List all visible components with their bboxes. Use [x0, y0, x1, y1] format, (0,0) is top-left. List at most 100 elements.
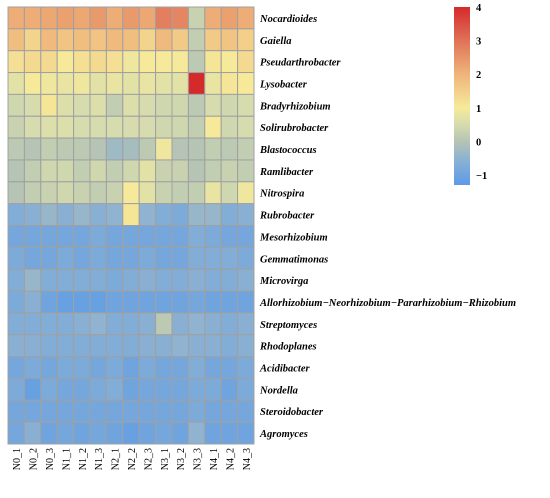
heatmap-cell [7, 268, 25, 292]
heatmap-cell [56, 6, 75, 30]
heatmap-cell [187, 225, 206, 248]
row-labels: Nocardioides Gaiella Pseudarthrobacter Lyso… [259, 14, 516, 440]
heatmap-cell [171, 356, 189, 379]
heatmap-cell [237, 421, 255, 445]
heatmap-cell [40, 93, 58, 117]
heatmap-cell [73, 312, 91, 336]
heatmap-cell [56, 72, 75, 95]
heatmap-cell [220, 115, 239, 139]
heatmap-cell [204, 356, 222, 379]
heatmap-cell [56, 334, 75, 358]
heatmap-cell [187, 137, 206, 161]
heatmap-cell [56, 181, 75, 205]
heatmap-cell [237, 72, 255, 95]
row-label: Bradyrhizobium [259, 101, 331, 112]
heatmap-cell [138, 268, 157, 292]
column-label: N0_1 [12, 448, 23, 470]
heatmap-cell [89, 93, 107, 117]
heatmap-cell [220, 93, 239, 117]
heatmap-cell [237, 399, 255, 423]
heatmap-cell [155, 203, 173, 226]
heatmap-cell [204, 268, 222, 292]
heatmap-cell [204, 181, 222, 205]
heatmap-cell [155, 290, 173, 314]
heatmap-cell [40, 225, 58, 248]
heatmap-cell [56, 268, 75, 292]
heatmap-cell [187, 334, 206, 358]
heatmap-cell [122, 312, 140, 336]
heatmap-cell [204, 6, 222, 30]
heatmap-cell [7, 72, 25, 95]
heatmap-cell [56, 159, 75, 183]
heatmap-cell [89, 356, 107, 379]
heatmap-cell [23, 93, 42, 117]
heatmap-cell [204, 290, 222, 314]
heatmap-cell [23, 203, 42, 226]
row-label: Allorhizobium−Neorhizobium−Pararhizobium… [259, 298, 516, 309]
heatmap-cell [237, 334, 255, 358]
heatmap-cell [105, 334, 124, 358]
column-label: N3_3 [193, 448, 204, 470]
heatmap-cell [73, 334, 91, 358]
heatmap-cell [23, 399, 42, 423]
heatmap-cell [237, 268, 255, 292]
heatmap-cell [220, 50, 239, 74]
heatmap-cell [187, 312, 206, 336]
heatmap-cell [56, 290, 75, 314]
heatmap-cell [40, 181, 58, 205]
heatmap-cell [187, 6, 206, 30]
heatmap-cell [155, 312, 173, 336]
heatmap-cell [138, 6, 157, 30]
heatmap-cell [7, 115, 25, 139]
heatmap-cell [56, 28, 75, 52]
row-label: Microvirga [259, 276, 308, 287]
heatmap-cell [89, 203, 107, 226]
row-label: Gemmatimonas [260, 254, 328, 265]
heatmap-cell [237, 246, 255, 270]
color-scale-tick-label: −1 [476, 171, 487, 182]
heatmap-cell [171, 377, 189, 401]
heatmap-cell [138, 377, 157, 401]
heatmap-cell [105, 93, 124, 117]
heatmap-cell [73, 159, 91, 183]
heatmap-cell [56, 421, 75, 445]
row-label: Lysobacter [259, 79, 308, 90]
heatmap-cell [122, 246, 140, 270]
heatmap-cell [73, 268, 91, 292]
heatmap-cell [204, 203, 222, 226]
heatmap-cell [105, 399, 124, 423]
heatmap-cell [187, 115, 206, 139]
heatmap-cell [40, 159, 58, 183]
heatmap-cell [237, 137, 255, 161]
heatmap-cell [204, 50, 222, 74]
heatmap-cell [89, 246, 107, 270]
row-label: Streptomyces [260, 320, 317, 331]
heatmap-cell [138, 28, 157, 52]
heatmap-cell [73, 6, 91, 30]
heatmap-cell [204, 421, 222, 445]
heatmap-cell [56, 115, 75, 139]
heatmap-cell [171, 6, 189, 30]
heatmap-cell [56, 246, 75, 270]
heatmap-cell [220, 181, 239, 205]
heatmap-cell [138, 115, 157, 139]
heatmap-cell [155, 421, 173, 445]
heatmap-cell [40, 290, 58, 314]
heatmap-cell [105, 159, 124, 183]
heatmap-cell [237, 28, 255, 52]
heatmap-cell [73, 203, 91, 226]
heatmap-cell [171, 246, 189, 270]
heatmap-cell [171, 93, 189, 117]
heatmap-cell [7, 50, 25, 74]
heatmap-cell [155, 159, 173, 183]
heatmap-cell [40, 137, 58, 161]
heatmap-cell [122, 137, 140, 161]
heatmap-cell [105, 246, 124, 270]
color-scale-tick-label: 3 [476, 37, 481, 48]
heatmap-cell [155, 115, 173, 139]
heatmap-cell [73, 356, 91, 379]
heatmap-cell [7, 28, 25, 52]
heatmap-cell [23, 334, 42, 358]
heatmap-cell [105, 290, 124, 314]
